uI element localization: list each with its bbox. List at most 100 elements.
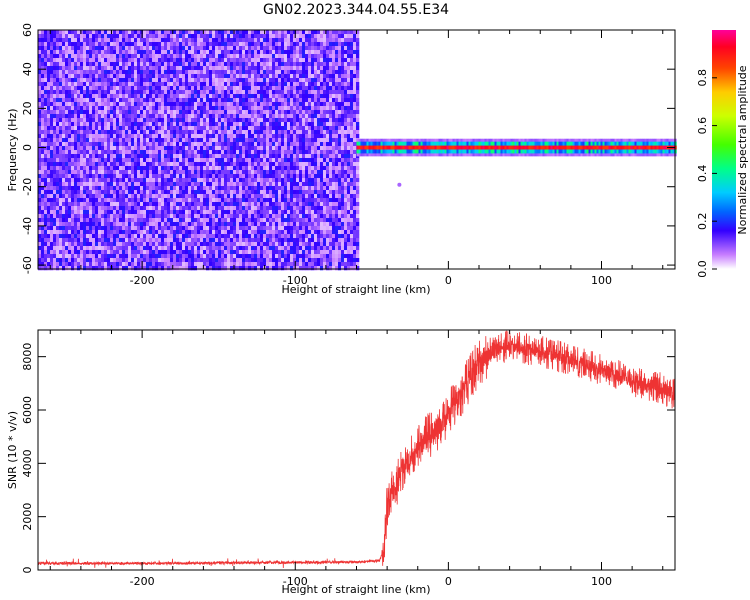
spectrogram-cell — [50, 238, 54, 243]
spectrogram-cell — [251, 234, 255, 239]
spectrogram-cell — [89, 74, 93, 79]
spectrogram-cell — [74, 94, 78, 99]
spectrogram-cell — [137, 74, 141, 79]
spectrogram-cell — [92, 78, 96, 83]
spectrogram-cell — [74, 30, 78, 35]
spectrogram-cell — [47, 46, 51, 51]
spectrogram-cell — [92, 38, 96, 43]
spectrogram-cell — [155, 226, 159, 231]
spectrogram-cell — [236, 230, 240, 235]
spectrogram-cell — [65, 90, 69, 95]
spectrogram-cell — [125, 154, 129, 159]
spectrogram-cell — [272, 170, 276, 175]
spectrogram-cell — [236, 114, 240, 119]
spectrogram-cell — [122, 34, 126, 39]
spectrogram-cell — [263, 218, 267, 223]
spectrogram-cell — [86, 46, 90, 51]
spectrogram-cell — [44, 170, 48, 175]
spectrogram-cell — [188, 158, 192, 163]
spectrogram-cell — [38, 142, 42, 147]
spectrogram-cell — [245, 106, 249, 111]
spectrogram-cell — [140, 114, 144, 119]
spectrogram-cell — [53, 130, 57, 135]
spectrogram-cell — [185, 138, 189, 143]
spectrogram-cell — [179, 154, 183, 159]
spectrogram-cell — [278, 154, 282, 159]
spectrogram-cell — [233, 54, 237, 59]
spectrogram-cell — [194, 118, 198, 123]
spectrogram-cell — [269, 102, 273, 107]
spectrogram-cell — [221, 254, 225, 259]
spectrogram-cell — [227, 222, 231, 227]
spectrogram-cell — [182, 134, 186, 139]
spectrogram-cell — [59, 126, 63, 131]
spectrogram-cell — [239, 250, 243, 255]
spectrogram-cell — [266, 190, 270, 195]
spectrogram-cell — [206, 42, 210, 47]
spectrogram-cell — [74, 214, 78, 219]
spectrogram-cell — [119, 66, 123, 71]
spectrogram-cell — [260, 242, 264, 247]
spectrogram-cell — [281, 106, 285, 111]
spectrogram-cell — [239, 58, 243, 63]
spectrogram-cell — [104, 158, 108, 163]
spectrogram-cell — [278, 190, 282, 195]
spectrogram-cell — [188, 90, 192, 95]
spectrogram-cell — [77, 266, 81, 271]
spectrogram-cell — [119, 262, 123, 267]
spectrogram-cell — [227, 70, 231, 75]
spectrogram-cell — [113, 178, 117, 183]
spectrogram-cell — [203, 182, 207, 187]
spectrogram-cell — [224, 146, 228, 151]
spectrogram-cell — [251, 114, 255, 119]
spectrogram-cell — [158, 54, 162, 59]
spectrogram-cell — [143, 242, 147, 247]
spectrogram-cell — [230, 130, 234, 135]
spectrogram-cell — [167, 118, 171, 123]
spectrogram-cell — [203, 150, 207, 155]
spectrogram-cell — [137, 130, 141, 135]
spectrogram-cell — [167, 242, 171, 247]
spectrogram-cell — [44, 254, 48, 259]
spectrogram-cell — [188, 146, 192, 151]
spectrogram-cell — [275, 74, 279, 79]
spectrogram-cell — [110, 134, 114, 139]
spectrogram-cell — [182, 230, 186, 235]
spectrogram-cell — [68, 46, 72, 51]
spectrogram-cell — [227, 186, 231, 191]
spectrogram-cell — [224, 254, 228, 259]
spectrogram-cell — [137, 186, 141, 191]
spectrogram-cell — [185, 134, 189, 139]
spectrogram-cell — [128, 234, 132, 239]
spectrogram-cell — [53, 126, 57, 131]
spectrogram-cell — [158, 246, 162, 251]
spectrogram-cells — [38, 30, 402, 271]
spectrogram-cell — [71, 90, 75, 95]
spectrogram-cell — [80, 218, 84, 223]
spectrogram-cell — [59, 190, 63, 195]
spectrogram-cell — [125, 218, 129, 223]
spectrogram-cell — [149, 66, 153, 71]
spectrogram-cell — [116, 122, 120, 127]
spectrogram-cell — [188, 226, 192, 231]
spectrogram-cell — [125, 122, 129, 127]
spectrogram-cell — [212, 222, 216, 227]
spectrogram-cell — [62, 178, 66, 183]
spectrogram-cell — [53, 218, 57, 223]
spectrogram-cell — [254, 226, 258, 231]
spectrogram-cell — [56, 198, 60, 203]
spectrogram-cell — [212, 66, 216, 71]
spectrogram-cell — [179, 230, 183, 235]
spectrogram-cell — [146, 58, 150, 63]
spectrogram-cell — [50, 58, 54, 63]
spectrogram-cell — [89, 90, 93, 95]
spectrogram-cell — [47, 30, 51, 35]
spectrogram-cell — [221, 226, 225, 231]
spectrogram-cell — [131, 118, 135, 123]
spectrogram-cell — [128, 142, 132, 147]
spectrogram-cell — [116, 138, 120, 143]
spectrogram-cell — [260, 166, 264, 171]
spectrogram-cell — [194, 254, 198, 259]
spectrogram-cell — [203, 166, 207, 171]
spectrogram-cell — [245, 50, 249, 55]
